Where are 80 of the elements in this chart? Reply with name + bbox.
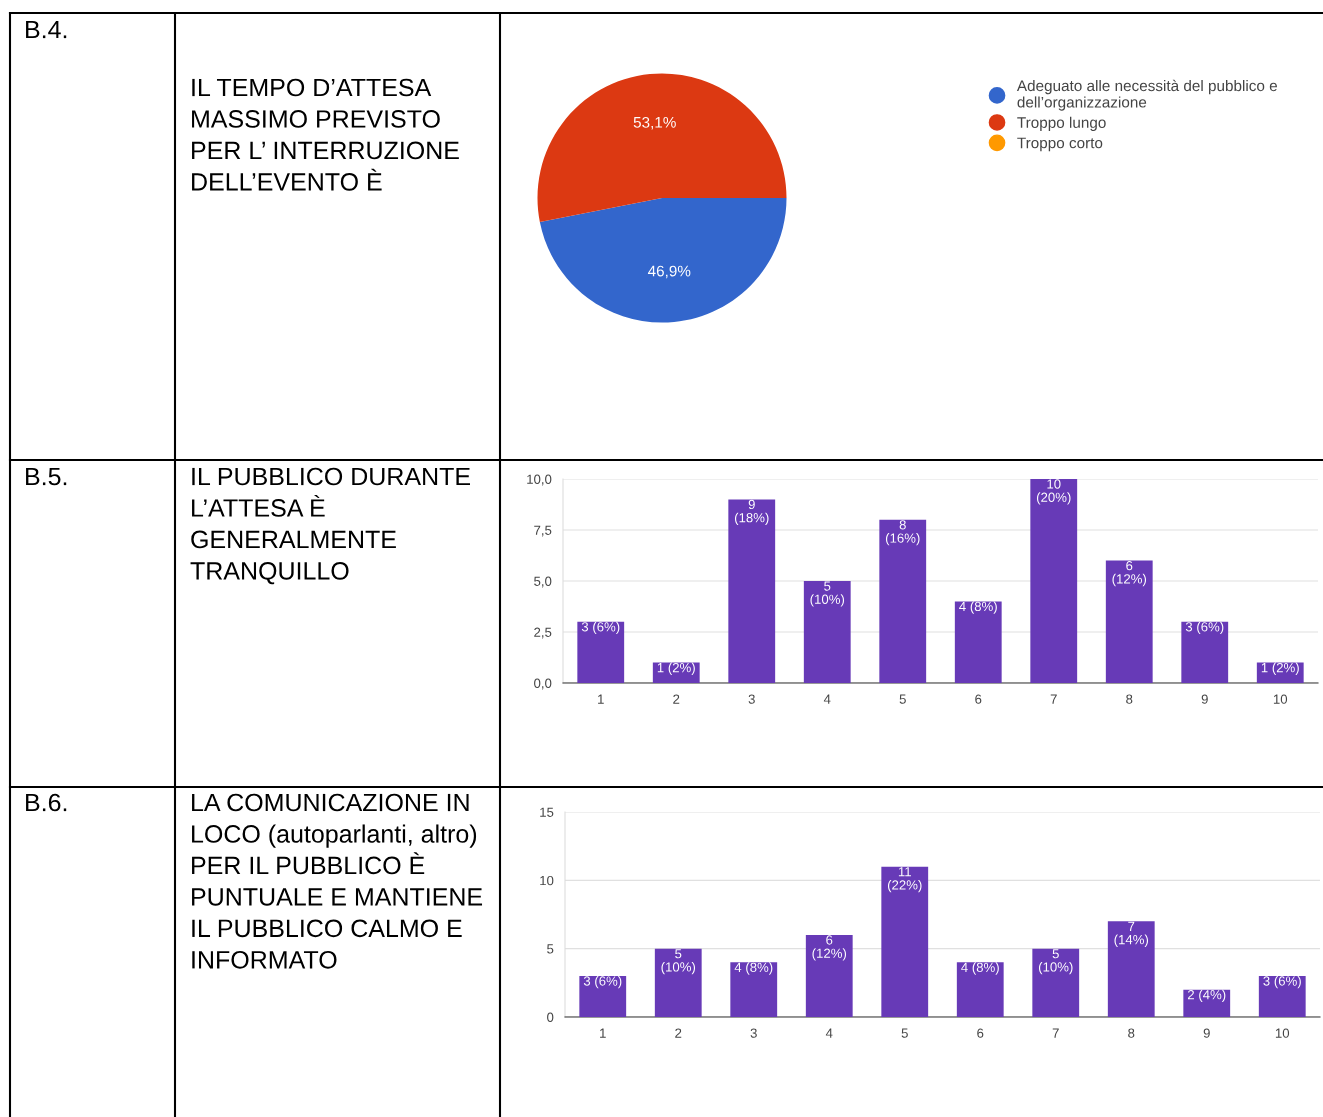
bar [577, 621, 625, 683]
y-tick-label: 5 [547, 944, 554, 954]
y-tick-label: 0,0 [534, 678, 552, 690]
data-label: 4 (8%) [734, 962, 773, 975]
data-label: 1 (2%) [657, 662, 695, 675]
legend-label: Troppo corto [1017, 137, 1103, 152]
data-label: 1 (2%) [1261, 662, 1299, 675]
x-tick-label: 7 [1052, 1028, 1059, 1038]
x-tick-label: 10 [1273, 694, 1288, 704]
x-tick-label: 2 [675, 1028, 682, 1038]
bar [1032, 948, 1080, 1017]
bar [1030, 479, 1078, 683]
bar [803, 581, 851, 683]
y-tick-label: 2,5 [534, 627, 552, 639]
y-tick-label: 5,0 [534, 576, 552, 588]
x-tick-label: 4 [823, 694, 831, 704]
data-label: 10 (20%) [1036, 479, 1071, 505]
data-label: 3 (6%) [1263, 976, 1301, 989]
y-tick-label: 15 [540, 807, 554, 817]
legend-label: Troppo lungo [1017, 116, 1106, 131]
x-tick-label: 1 [600, 1028, 606, 1038]
data-label: 46,9% [647, 265, 691, 279]
text: B.5. [26, 467, 67, 486]
data-label: 6 (12%) [1112, 560, 1147, 587]
data-label: 4 (8%) [959, 601, 997, 614]
data-label: 5 (10%) [661, 949, 696, 975]
data-label: 3 (6%) [583, 976, 622, 989]
x-tick-label: 3 [748, 694, 755, 704]
pie-slice [537, 73, 787, 223]
bar [1105, 560, 1153, 683]
bar [881, 866, 929, 1017]
text: IL PUBBLICO DURANTE L’ATTESA È GENERALMENTE TRANQUILLO [190, 467, 470, 585]
bar [728, 499, 776, 683]
x-tick-label: 6 [975, 694, 982, 704]
bar [954, 601, 1002, 683]
text: B.4. [26, 20, 67, 39]
data-label: 3 (6%) [1185, 621, 1224, 635]
text: IL TEMPO D’ATTESA MASSIMO PREVISTO PER L’ INTERRUZIONE DELL’EVENTO È [192, 78, 459, 191]
x-tick-label: 9 [1203, 1028, 1210, 1038]
bar [1181, 621, 1229, 683]
data-label: 3 (6%) [581, 621, 620, 635]
y-tick-label: 7,5 [534, 525, 552, 537]
data-label: 2 (4%) [1187, 989, 1226, 1002]
x-tick-label: 9 [1201, 694, 1208, 704]
x-tick-label: 8 [1126, 694, 1133, 704]
x-tick-label: 4 [825, 1028, 833, 1038]
y-tick-label: 0 [547, 1012, 554, 1022]
data-label: 7 (14%) [1114, 921, 1149, 947]
text: B.6. [26, 793, 67, 812]
data-label: 9 (18%) [734, 499, 769, 525]
x-tick-label: 1 [598, 694, 604, 704]
x-tick-label: 7 [1050, 694, 1057, 704]
bar [879, 519, 927, 683]
data-label: 4 (8%) [961, 962, 999, 975]
bar [1107, 921, 1155, 1017]
x-tick-label: 8 [1128, 1028, 1135, 1038]
x-tick-label: 2 [673, 694, 680, 704]
bar [1258, 976, 1306, 1017]
y-tick-label: 10 [540, 875, 554, 886]
data-label: 5 (10%) [1038, 949, 1073, 975]
text: LA COMUNICAZIONE IN LOCO (autoparlanti, altro) PER IL PUBBLICO È PUNTUALE E MANTIENE IL PUBBLICO CALMO E INFORMATO [192, 793, 483, 969]
x-tick-label: 6 [977, 1028, 984, 1038]
legend-label: Adeguato alle necessità del pubblico e dell’organizzazione [1016, 79, 1277, 111]
bar [805, 935, 853, 1017]
data-label: 53,1% [633, 116, 676, 130]
x-tick-label: 5 [899, 694, 906, 704]
pie-slice [539, 198, 787, 323]
data-label: 6 (12%) [812, 935, 847, 961]
bar [1183, 989, 1231, 1017]
x-tick-label: 3 [750, 1028, 757, 1038]
data-label: 11 (22%) [887, 867, 922, 893]
y-tick-label: 10,0 [527, 474, 552, 486]
bar [730, 962, 778, 1017]
bar [579, 976, 627, 1017]
data-label: 5 (10%) [810, 581, 845, 607]
x-tick-label: 10 [1275, 1028, 1290, 1038]
bar [956, 962, 1004, 1017]
bar [654, 948, 702, 1017]
data-label: 8 (16%) [885, 520, 920, 546]
x-tick-label: 5 [901, 1028, 908, 1038]
